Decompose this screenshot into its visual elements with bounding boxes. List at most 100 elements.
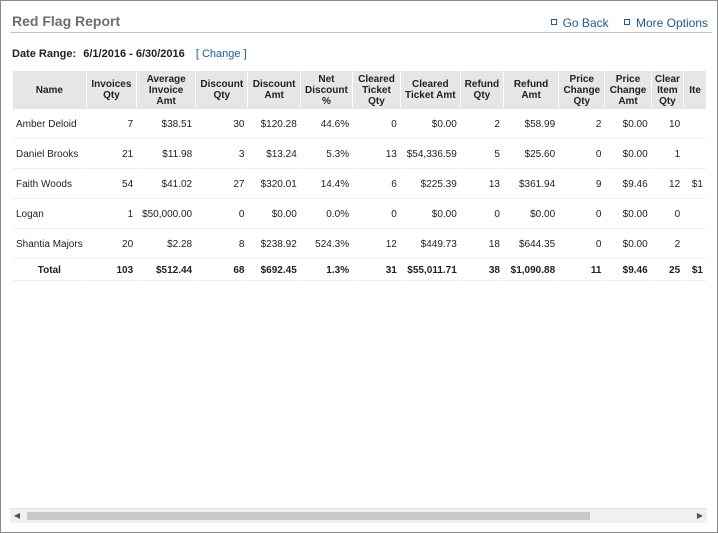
change-date-link[interactable]: Change <box>201 48 241 60</box>
scroll-right-arrow-icon[interactable]: ▶ <box>696 511 704 520</box>
table-cell: 2 <box>559 110 605 139</box>
bracket-open: [ <box>195 48 199 60</box>
table-cell: 20 <box>86 230 137 259</box>
header-links: Go Back More Options <box>539 16 708 30</box>
col-header-clear-item-qty: Clear Item Qty <box>651 71 684 109</box>
table-cell: 2 <box>651 230 684 259</box>
table-cell <box>684 230 706 259</box>
table-cell: 0 <box>460 200 503 229</box>
table-cell: $41.02 <box>137 170 196 199</box>
table-cell: $120.28 <box>248 110 300 139</box>
table-cell: 18 <box>460 230 503 259</box>
table-cell: 524.3% <box>300 230 353 259</box>
table-body: Amber Deloid 7 $38.51 30 $120.28 44.6% 0 $0.00 2… <box>13 110 706 281</box>
scrollbar-thumb[interactable] <box>27 512 590 520</box>
table-cell: $1,090.88 <box>503 260 559 281</box>
table-cell: $25.60 <box>503 140 559 169</box>
table-row: Amber Deloid 7 $38.51 30 $120.28 44.6% 0 $0.00 2… <box>13 110 706 139</box>
table-cell: $0.00 <box>605 140 651 169</box>
table-cell: $0.00 <box>605 200 651 229</box>
table-cell: $58.99 <box>503 110 559 139</box>
table-cell: 0 <box>559 230 605 259</box>
table-cell: 0 <box>353 110 400 139</box>
table-cell: 0.0% <box>300 200 353 229</box>
more-options-link[interactable]: More Options <box>623 16 708 30</box>
table-cell: 0 <box>196 200 248 229</box>
table-cell: 12 <box>353 230 400 259</box>
square-bullet-icon <box>623 19 630 25</box>
table-cell: 11 <box>559 260 605 281</box>
table-cell: $54,336.59 <box>400 140 460 169</box>
employee-name-cell: Shantia Majors <box>13 230 86 259</box>
scroll-left-arrow-icon[interactable]: ◀ <box>13 511 21 520</box>
col-header-cleared-ticket-amt: Cleared Ticket Amt <box>400 71 460 109</box>
table-cell: $238.92 <box>248 230 300 259</box>
employee-name-cell: Daniel Brooks <box>13 140 86 169</box>
table-cell: $11.98 <box>137 140 196 169</box>
date-range-value: 6/1/2016 - 6/30/2016 <box>83 48 185 60</box>
table-cell: $1 <box>684 170 706 199</box>
table-cell: $38.51 <box>137 110 196 139</box>
col-header-refund-qty: Refund Qty <box>460 71 503 109</box>
table-cell <box>684 200 706 229</box>
table-cell: 14.4% <box>300 170 353 199</box>
table-cell: 13 <box>460 170 503 199</box>
horizontal-scrollbar[interactable]: ◀ ▶ <box>10 508 707 523</box>
bracket-close: ] <box>243 48 247 60</box>
table-cell: $9.46 <box>605 260 651 281</box>
table-cell: 0 <box>559 140 605 169</box>
col-header-price-change-qty: Price Change Qty <box>559 71 605 109</box>
table-cell: 8 <box>196 230 248 259</box>
employee-name-cell: Logan <box>13 200 86 229</box>
col-header-refund-amt: Refund Amt <box>503 71 559 109</box>
table-cell: 13 <box>353 140 400 169</box>
table-cell: $0.00 <box>248 200 300 229</box>
table-cell: 1 <box>86 200 137 229</box>
col-header-price-change-amt: Price Change Amt <box>605 71 651 109</box>
table-cell: 9 <box>559 170 605 199</box>
table-cell: $2.28 <box>137 230 196 259</box>
table-cell: $449.73 <box>400 230 460 259</box>
col-header-average-invoice-amt: Average Invoice Amt <box>137 71 196 109</box>
table-row: Shantia Majors 20 $2.28 8 $238.92 524.3% 12 $44… <box>13 230 706 259</box>
table-row: Daniel Brooks 21 $11.98 3 $13.24 5.3% 13 $54,33… <box>13 140 706 169</box>
report-header: Red Flag Report Go Back More Options <box>1 1 717 35</box>
go-back-link[interactable]: Go Back <box>550 16 609 30</box>
header-divider <box>10 32 712 33</box>
date-range: Date Range: 6/1/2016 - 6/30/2016 [ Chang… <box>12 48 247 60</box>
table-cell: $0.00 <box>605 230 651 259</box>
col-header-discount-qty: Discount Qty <box>196 71 248 109</box>
table-cell: $13.24 <box>248 140 300 169</box>
total-label: Total <box>13 260 86 281</box>
col-header-net-discount-pct: Net Discount % <box>300 71 353 109</box>
table-cell: $0.00 <box>400 110 460 139</box>
table-cell: 0 <box>559 200 605 229</box>
table-cell: 10 <box>651 110 684 139</box>
table-cell: $692.45 <box>248 260 300 281</box>
table-row: Logan 1 $50,000.00 0 $0.00 0.0% 0 $0.00 0 $0.00 0 $… <box>13 200 706 229</box>
table-cell: 0 <box>651 200 684 229</box>
table-cell: 7 <box>86 110 137 139</box>
change-date-control: [ Change ] <box>196 48 247 60</box>
col-header-discount-amt: Discount Amt <box>248 71 300 109</box>
square-bullet-icon <box>550 19 557 25</box>
employee-name-cell: Amber Deloid <box>13 110 86 139</box>
col-header-item-partial: Ite <box>684 71 706 109</box>
table-row: Faith Woods 54 $41.02 27 $320.01 14.4% 6 $225.3… <box>13 170 706 199</box>
table-cell: 38 <box>460 260 503 281</box>
employee-name-cell: Faith Woods <box>13 170 86 199</box>
col-header-invoices-qty: Invoices Qty <box>86 71 137 109</box>
table-cell: 30 <box>196 110 248 139</box>
table-cell: $50,000.00 <box>137 200 196 229</box>
table-cell: $644.35 <box>503 230 559 259</box>
table-cell: 103 <box>86 260 137 281</box>
report-table-container[interactable]: Name Invoices Qty Average Invoice Amt Di… <box>12 70 707 506</box>
table-cell: $1 <box>684 260 706 281</box>
table-cell: 3 <box>196 140 248 169</box>
col-header-cleared-ticket-qty: Cleared Ticket Qty <box>353 71 400 109</box>
table-cell: 1 <box>651 140 684 169</box>
table-cell: 21 <box>86 140 137 169</box>
table-header-row: Name Invoices Qty Average Invoice Amt Di… <box>13 71 706 109</box>
table-cell: 0 <box>353 200 400 229</box>
table-cell: $320.01 <box>248 170 300 199</box>
